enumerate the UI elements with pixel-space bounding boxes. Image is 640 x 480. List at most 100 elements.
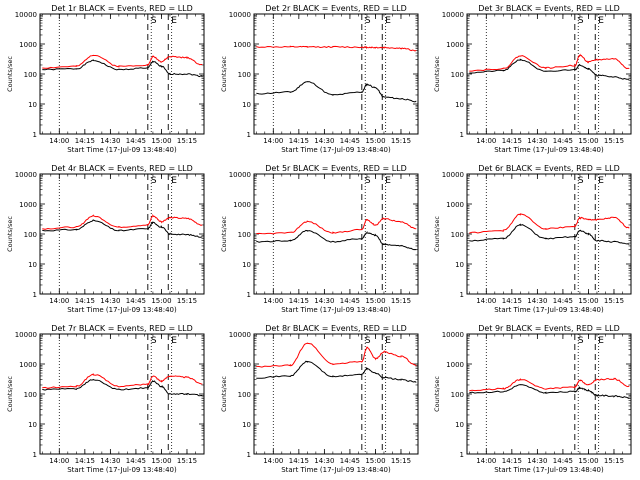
x-tick-label: 15:15 xyxy=(177,297,197,305)
marker-label-end: E xyxy=(385,16,391,26)
plot-frame xyxy=(39,173,205,295)
series-line-lld xyxy=(42,373,203,389)
marker-label-end: E xyxy=(598,336,604,346)
marker-label-end: E xyxy=(171,176,177,186)
y-tick-label: 10000 xyxy=(15,11,37,19)
series-line-events xyxy=(42,219,203,238)
x-axis-label: Start Time (17-Jul-09 13:48:40) xyxy=(494,306,604,314)
detector-panel-8: Det 8r BLACK = Events, RED = LLD 1 10 100 10… xyxy=(220,324,419,474)
y-axis-label: Counts/sec xyxy=(6,216,14,252)
x-tick-label: 14:00 xyxy=(476,297,496,305)
x-tick-label: 15:00 xyxy=(578,297,598,305)
x-tick-label: 15:00 xyxy=(151,137,171,145)
x-tick-label: 15:15 xyxy=(391,457,411,465)
x-tick-label: 14:45 xyxy=(340,137,360,145)
marker-label-end: E xyxy=(598,16,604,26)
detector-panel-7: Det 7r BLACK = Events, RED = LLD 1 10 100 10… xyxy=(6,324,205,474)
series-line-events xyxy=(42,59,203,78)
marker-label-start: S xyxy=(578,176,584,186)
y-tick-label: 10000 xyxy=(229,171,251,179)
y-tick-label: 1000 xyxy=(446,361,464,369)
x-axis-label: Start Time (17-Jul-09 13:48:40) xyxy=(494,146,604,154)
y-tick-label: 100 xyxy=(451,71,464,79)
y-tick-label: 10000 xyxy=(442,171,464,179)
x-tick-label: 14:45 xyxy=(553,457,573,465)
y-tick-label: 10 xyxy=(28,101,37,109)
x-tick-label: 15:00 xyxy=(151,297,171,305)
y-tick-label: 10 xyxy=(242,421,251,429)
series-line-lld xyxy=(256,45,417,52)
y-tick-label: 1 xyxy=(247,291,251,299)
y-tick-label: 100 xyxy=(451,231,464,239)
marker-label-start: S xyxy=(151,176,157,186)
plot-frame xyxy=(466,333,632,455)
series-line-lld xyxy=(469,213,630,234)
y-tick-label: 1 xyxy=(33,291,37,299)
detector-panel-9: Det 9r BLACK = Events, RED = LLD 1 10 100 10… xyxy=(433,324,632,474)
x-tick-label: 15:00 xyxy=(365,137,385,145)
x-tick-label: 15:00 xyxy=(151,457,171,465)
marker-label-end: E xyxy=(171,336,177,346)
x-axis-label: Start Time (17-Jul-09 13:48:40) xyxy=(281,306,391,314)
x-tick-label: 14:15 xyxy=(502,457,522,465)
x-tick-label: 15:00 xyxy=(578,137,598,145)
y-tick-label: 100 xyxy=(238,231,251,239)
panel-title: Det 7r BLACK = Events, RED = LLD xyxy=(51,324,193,333)
marker-label-end: E xyxy=(385,336,391,346)
y-axis-label: Counts/sec xyxy=(220,56,228,92)
y-tick-label: 10 xyxy=(455,421,464,429)
x-tick-label: 14:00 xyxy=(263,297,283,305)
x-tick-label: 15:15 xyxy=(604,137,624,145)
y-tick-label: 1 xyxy=(460,131,464,139)
series-line-lld xyxy=(42,54,203,69)
x-axis-label: Start Time (17-Jul-09 13:48:40) xyxy=(67,146,177,154)
series-line-events xyxy=(256,81,417,103)
x-tick-label: 14:15 xyxy=(502,297,522,305)
x-tick-label: 14:15 xyxy=(289,137,309,145)
detector-panel-1: Det 1r BLACK = Events, RED = LLD 1 10 100 10… xyxy=(6,4,205,154)
series-line-events xyxy=(469,384,630,399)
y-tick-label: 100 xyxy=(24,231,37,239)
plot-frame xyxy=(253,173,419,295)
y-axis-label: Counts/sec xyxy=(6,56,14,92)
x-tick-label: 14:30 xyxy=(100,457,120,465)
x-tick-label: 15:00 xyxy=(578,457,598,465)
y-tick-label: 1 xyxy=(33,451,37,459)
detector-panel-6: Det 6r BLACK = Events, RED = LLD 1 10 100 10… xyxy=(433,164,632,314)
marker-label-start: S xyxy=(365,176,371,186)
y-tick-label: 1000 xyxy=(446,201,464,209)
x-tick-label: 14:00 xyxy=(476,457,496,465)
x-tick-label: 14:45 xyxy=(126,457,146,465)
panel-title: Det 6r BLACK = Events, RED = LLD xyxy=(478,164,620,173)
x-axis-label: Start Time (17-Jul-09 13:48:40) xyxy=(67,466,177,474)
y-tick-label: 1 xyxy=(247,131,251,139)
panel-title: Det 8r BLACK = Events, RED = LLD xyxy=(265,324,407,333)
marker-label-start: S xyxy=(365,336,371,346)
y-tick-label: 10 xyxy=(455,101,464,109)
x-tick-label: 14:45 xyxy=(126,297,146,305)
y-tick-label: 1000 xyxy=(19,41,37,49)
y-tick-label: 100 xyxy=(238,71,251,79)
x-tick-label: 14:00 xyxy=(49,137,69,145)
x-tick-label: 14:30 xyxy=(314,457,334,465)
marker-label-end: E xyxy=(598,176,604,186)
y-tick-label: 10000 xyxy=(442,331,464,339)
y-tick-label: 10 xyxy=(28,421,37,429)
x-tick-label: 14:00 xyxy=(263,457,283,465)
y-tick-label: 1 xyxy=(460,451,464,459)
series-line-lld xyxy=(42,213,203,230)
series-line-events xyxy=(469,58,630,80)
x-tick-label: 14:15 xyxy=(75,297,95,305)
x-tick-label: 14:15 xyxy=(75,457,95,465)
x-tick-label: 14:45 xyxy=(553,137,573,145)
y-tick-label: 10000 xyxy=(229,331,251,339)
marker-label-start: S xyxy=(365,16,371,26)
x-axis-label: Start Time (17-Jul-09 13:48:40) xyxy=(494,466,604,474)
detector-panel-4: Det 4r BLACK = Events, RED = LLD 1 10 100 10… xyxy=(6,164,205,314)
x-tick-label: 14:30 xyxy=(100,297,120,305)
detector-panel-5: Det 5r BLACK = Events, RED = LLD 1 10 100 10… xyxy=(220,164,419,314)
x-tick-label: 14:15 xyxy=(502,137,522,145)
x-tick-label: 14:30 xyxy=(527,137,547,145)
marker-label-start: S xyxy=(578,336,584,346)
